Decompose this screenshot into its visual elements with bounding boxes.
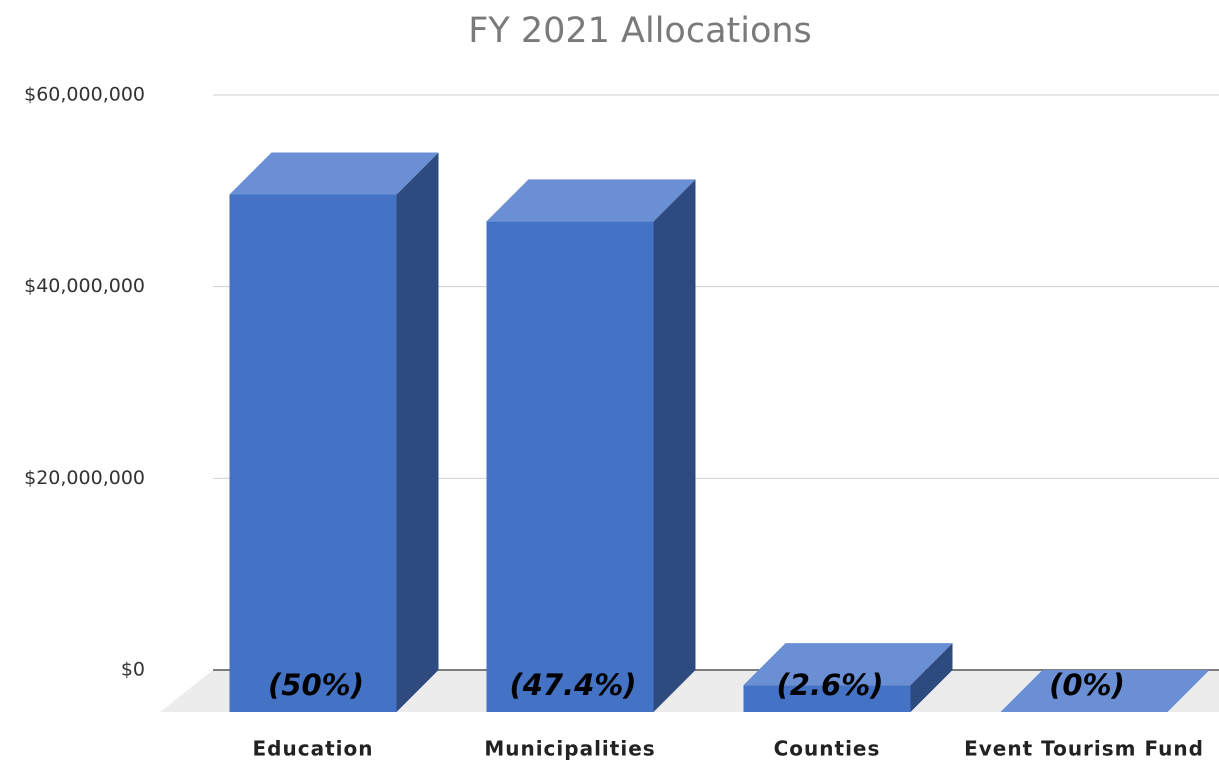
- bar-label: (47.4%): [509, 668, 636, 702]
- bar-side: [653, 179, 696, 713]
- bar-label: (50%): [268, 668, 364, 702]
- y-tick-label: $0: [121, 659, 145, 681]
- y-tick-label: $60,000,000: [24, 84, 145, 106]
- bar-side: [910, 643, 953, 712]
- bar-label: (0%): [1049, 668, 1125, 702]
- chart-title: FY 2021 Allocations: [468, 11, 812, 51]
- x-tick-label: Education: [253, 737, 374, 761]
- y-tick-label: $40,000,000: [24, 275, 145, 297]
- bar: [229, 194, 397, 712]
- bar-top: [229, 152, 439, 195]
- y-tick-label: $20,000,000: [24, 467, 145, 489]
- bar: [486, 221, 654, 713]
- x-tick-label: Municipalities: [484, 737, 655, 761]
- x-tick-label: Event Tourism Fund: [964, 737, 1204, 761]
- bar-top: [743, 643, 953, 686]
- x-tick-label: Counties: [774, 737, 881, 761]
- bar-side: [396, 152, 439, 712]
- bar-top: [486, 179, 696, 222]
- bar-top: [1000, 670, 1210, 712]
- bar-label: (2.6%): [777, 668, 884, 702]
- bar: [743, 685, 911, 712]
